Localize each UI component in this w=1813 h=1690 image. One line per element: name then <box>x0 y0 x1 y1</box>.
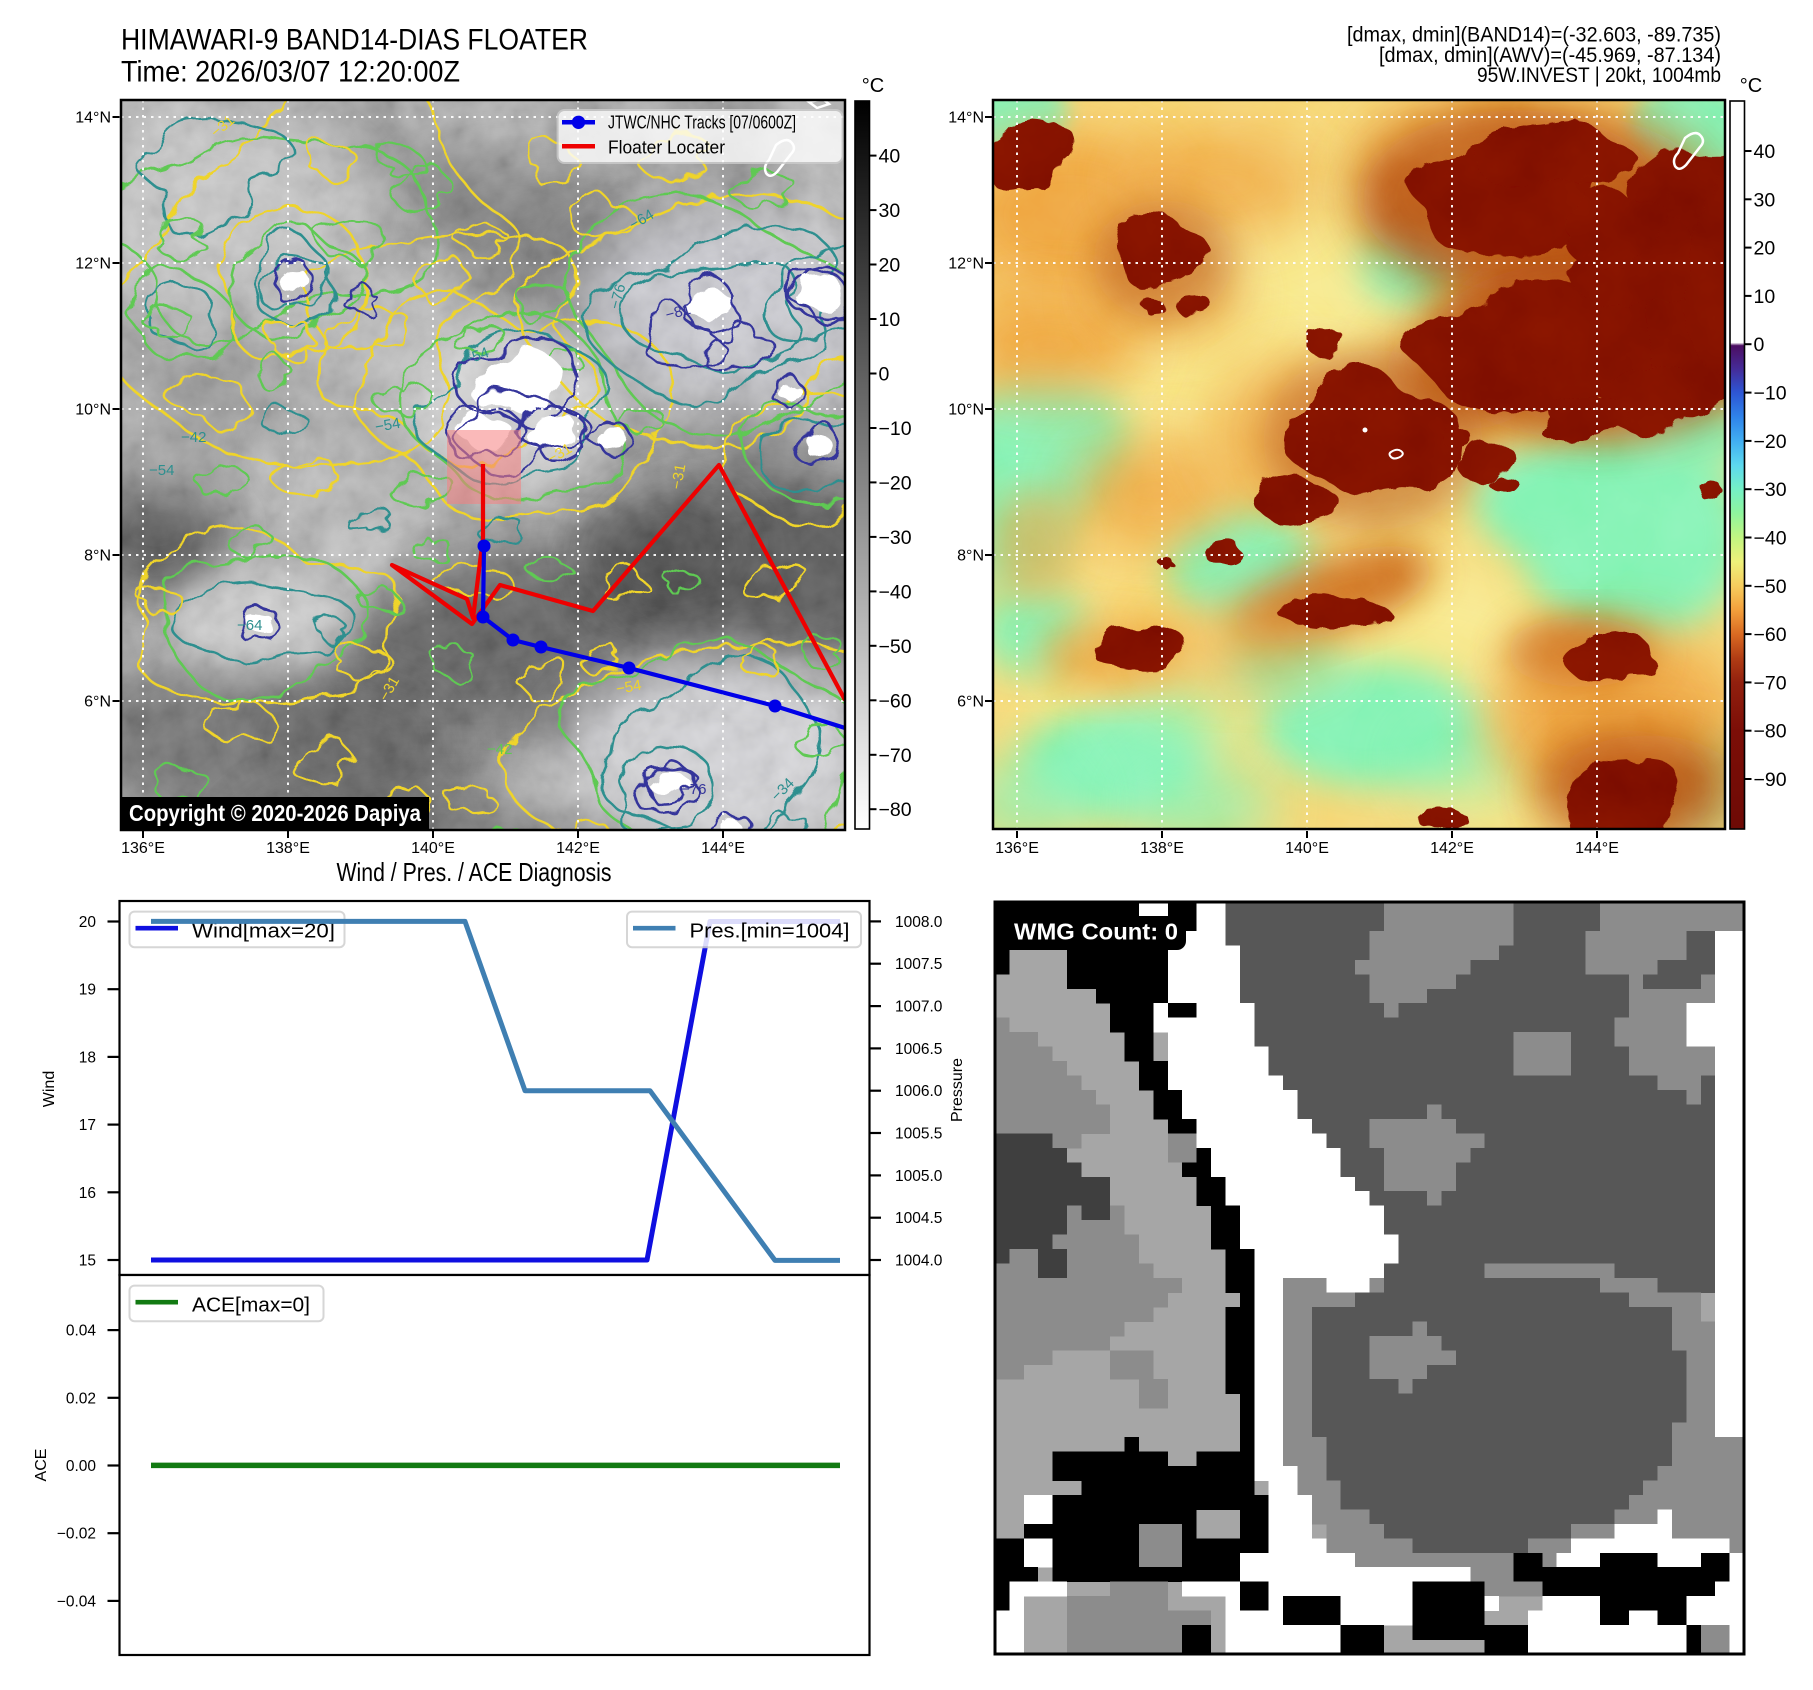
svg-text:20: 20 <box>879 255 901 277</box>
svg-text:8°N: 8°N <box>84 548 111 565</box>
svg-text:6°N: 6°N <box>957 694 984 711</box>
svg-text:0.02: 0.02 <box>66 1390 96 1407</box>
svg-text:40: 40 <box>1754 141 1776 163</box>
svg-text:−42: −42 <box>181 429 206 446</box>
svg-text:−54: −54 <box>615 677 643 698</box>
svg-text:20: 20 <box>1754 238 1776 260</box>
svg-text:JTWC/NHC Tracks [07/0600Z]: JTWC/NHC Tracks [07/0600Z] <box>608 113 796 133</box>
svg-text:6°N: 6°N <box>84 694 111 711</box>
svg-text:[dmax, dmin](AWV)=(-45.969, -8: [dmax, dmin](AWV)=(-45.969, -87.134) <box>1379 44 1721 67</box>
svg-text:10: 10 <box>1754 286 1776 308</box>
svg-text:−30: −30 <box>1754 479 1787 501</box>
svg-text:−0.02: −0.02 <box>57 1526 96 1543</box>
svg-text:14°N: 14°N <box>948 110 984 127</box>
svg-text:0: 0 <box>879 364 890 386</box>
svg-text:19: 19 <box>79 982 96 999</box>
svg-text:−20: −20 <box>1754 431 1787 453</box>
svg-text:°C: °C <box>1740 75 1762 97</box>
svg-text:17: 17 <box>79 1117 96 1134</box>
svg-text:Wind / Pres. / ACE Diagnosis: Wind / Pres. / ACE Diagnosis <box>337 857 612 887</box>
svg-text:1004.5: 1004.5 <box>895 1210 942 1227</box>
svg-text:−80: −80 <box>1754 721 1787 743</box>
svg-text:[dmax, dmin](BAND14)=(-32.603,: [dmax, dmin](BAND14)=(-32.603, -89.735) <box>1347 24 1721 47</box>
svg-text:1007.5: 1007.5 <box>895 956 942 973</box>
svg-text:−80: −80 <box>879 799 912 821</box>
svg-text:14°N: 14°N <box>75 110 111 127</box>
svg-text:−50: −50 <box>1754 576 1787 598</box>
svg-text:Copyright © 2020-2026 Dapiya: Copyright © 2020-2026 Dapiya <box>129 800 421 826</box>
svg-text:−54: −54 <box>374 415 402 436</box>
svg-text:−76: −76 <box>606 282 629 311</box>
svg-text:95W.INVEST | 20kt, 1004mb: 95W.INVEST | 20kt, 1004mb <box>1477 64 1721 87</box>
svg-text:−10: −10 <box>1754 383 1787 405</box>
svg-text:Wind[max=20]: Wind[max=20] <box>192 919 335 942</box>
svg-text:1005.0: 1005.0 <box>895 1168 943 1185</box>
svg-text:−70: −70 <box>1754 672 1787 694</box>
svg-text:0.04: 0.04 <box>66 1323 97 1340</box>
svg-text:1006.5: 1006.5 <box>895 1041 942 1058</box>
svg-text:140°E: 140°E <box>1285 840 1329 857</box>
svg-text:0: 0 <box>1754 334 1765 356</box>
svg-text:12°N: 12°N <box>75 256 111 273</box>
svg-text:−90: −90 <box>1754 769 1787 791</box>
svg-text:16: 16 <box>79 1185 96 1202</box>
svg-text:−81: −81 <box>664 301 693 324</box>
svg-text:ACE[max=0]: ACE[max=0] <box>192 1293 310 1316</box>
svg-text:0.00: 0.00 <box>66 1458 97 1475</box>
svg-text:−54: −54 <box>149 462 174 479</box>
svg-text:−50: −50 <box>879 636 912 658</box>
svg-text:138°E: 138°E <box>266 840 310 857</box>
svg-text:°C: °C <box>862 75 884 97</box>
svg-text:142°E: 142°E <box>556 840 600 857</box>
svg-text:10: 10 <box>879 309 901 331</box>
svg-text:8°N: 8°N <box>957 548 984 565</box>
svg-text:1006.0: 1006.0 <box>895 1083 943 1100</box>
svg-text:140°E: 140°E <box>411 840 455 857</box>
svg-text:18: 18 <box>79 1049 96 1066</box>
svg-text:142°E: 142°E <box>1430 840 1474 857</box>
svg-text:138°E: 138°E <box>1140 840 1184 857</box>
svg-text:−10: −10 <box>879 418 912 440</box>
svg-text:−40: −40 <box>1754 528 1787 550</box>
svg-text:Pres.[min=1004]: Pres.[min=1004] <box>690 919 850 942</box>
svg-text:HIMAWARI-9 BAND14-DIAS FLOATER: HIMAWARI-9 BAND14-DIAS FLOATER <box>121 24 588 57</box>
svg-text:−60: −60 <box>879 690 912 712</box>
svg-text:Pressure: Pressure <box>949 1058 966 1122</box>
svg-text:1008.0: 1008.0 <box>895 914 943 931</box>
svg-text:20: 20 <box>79 914 97 931</box>
svg-text:−76: −76 <box>681 781 706 798</box>
svg-text:1004.0: 1004.0 <box>895 1253 943 1270</box>
svg-text:−40: −40 <box>879 581 912 603</box>
svg-text:30: 30 <box>879 200 901 222</box>
svg-text:30: 30 <box>1754 189 1776 211</box>
svg-text:−31: −31 <box>668 463 689 491</box>
svg-text:Wind: Wind <box>41 1071 58 1107</box>
svg-text:−60: −60 <box>1754 624 1787 646</box>
svg-text:1005.5: 1005.5 <box>895 1126 942 1143</box>
svg-text:136°E: 136°E <box>121 840 165 857</box>
svg-text:−70: −70 <box>879 745 912 767</box>
svg-text:40: 40 <box>879 146 901 168</box>
svg-text:136°E: 136°E <box>995 840 1039 857</box>
svg-text:ACE: ACE <box>33 1449 50 1482</box>
svg-text:−30: −30 <box>879 527 912 549</box>
svg-text:144°E: 144°E <box>701 840 745 857</box>
svg-text:−42: −42 <box>487 741 512 758</box>
svg-text:10°N: 10°N <box>948 402 984 419</box>
svg-text:10°N: 10°N <box>75 402 111 419</box>
svg-text:−0.04: −0.04 <box>57 1593 97 1610</box>
svg-text:Floater Locater: Floater Locater <box>608 138 725 158</box>
svg-text:12°N: 12°N <box>948 256 984 273</box>
svg-text:15: 15 <box>79 1253 96 1270</box>
svg-text:144°E: 144°E <box>1575 840 1619 857</box>
svg-text:−64: −64 <box>237 617 262 634</box>
svg-text:1007.0: 1007.0 <box>895 999 943 1016</box>
svg-text:−20: −20 <box>879 472 912 494</box>
svg-text:WMG Count: 0: WMG Count: 0 <box>1014 919 1178 945</box>
svg-text:Time: 2026/03/07 12:20:00Z: Time: 2026/03/07 12:20:00Z <box>121 55 460 88</box>
